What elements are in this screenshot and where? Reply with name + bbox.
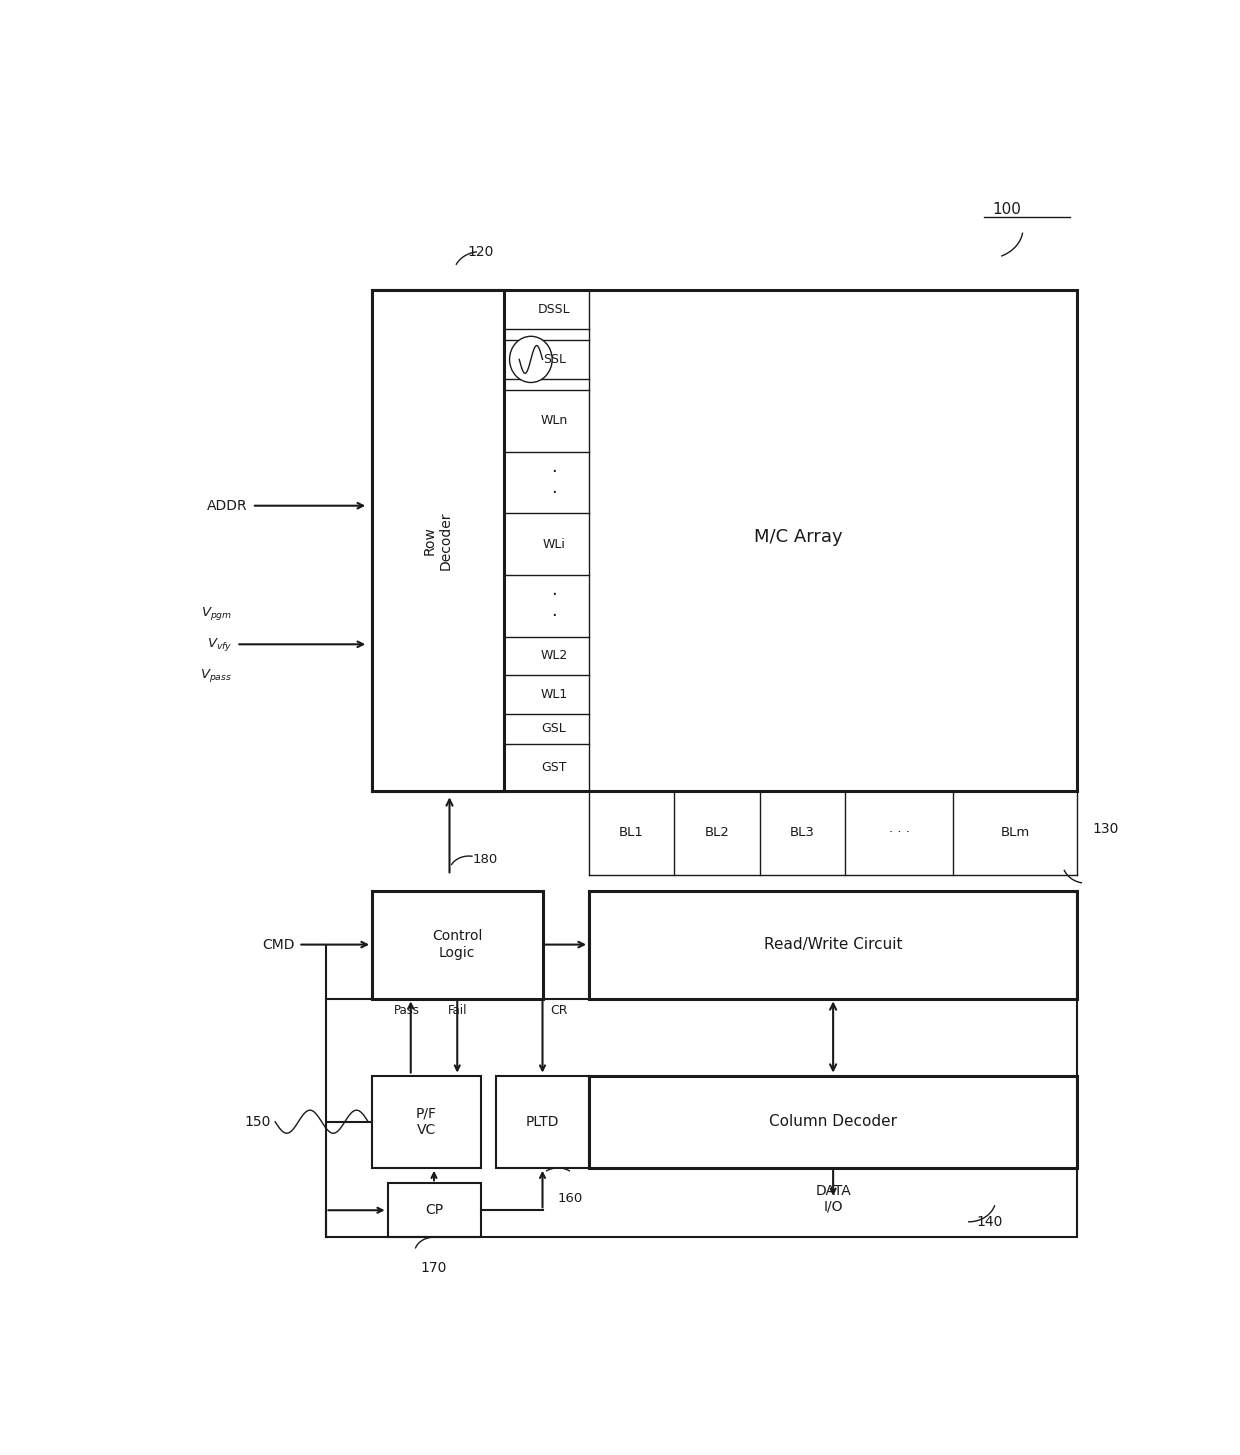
Text: 160: 160 [558, 1192, 583, 1205]
Text: GSL: GSL [542, 723, 567, 735]
Text: 120: 120 [467, 244, 494, 259]
Text: Read/Write Circuit: Read/Write Circuit [764, 937, 903, 952]
Text: WL2: WL2 [541, 649, 568, 662]
Text: DATA
I/O: DATA I/O [815, 1183, 851, 1213]
Text: DSSL: DSSL [538, 303, 570, 316]
Bar [589, 1075, 1078, 1168]
Bar [372, 1075, 481, 1168]
Text: $V_{pgm}$: $V_{pgm}$ [201, 605, 233, 621]
Text: BLm: BLm [1001, 826, 1030, 840]
Text: 130: 130 [1092, 822, 1120, 837]
Text: · · ·: · · · [889, 826, 909, 840]
Text: CP: CP [425, 1203, 443, 1218]
Text: 140: 140 [977, 1215, 1003, 1229]
Text: P/F
VC: P/F VC [415, 1107, 436, 1136]
Ellipse shape [510, 336, 552, 383]
Bar [496, 1075, 589, 1168]
Bar [589, 890, 1078, 998]
Text: GST: GST [542, 761, 567, 774]
Text: PLTD: PLTD [526, 1115, 559, 1129]
Text: CMD: CMD [262, 937, 295, 952]
Text: WLn: WLn [541, 415, 568, 428]
Text: $V_{vfy}$: $V_{vfy}$ [207, 636, 233, 653]
Bar [372, 890, 543, 998]
Text: SSL: SSL [543, 354, 565, 365]
Text: Row
Decoder: Row Decoder [423, 511, 453, 569]
Text: BL2: BL2 [704, 826, 729, 840]
Text: ·
·: · · [552, 463, 557, 502]
Text: $V_{pass}$: $V_{pass}$ [201, 666, 233, 684]
Text: M/C Array: M/C Array [754, 528, 842, 546]
Bar [372, 290, 1078, 790]
Text: ·
·: · · [552, 586, 557, 626]
Text: 170: 170 [420, 1261, 448, 1275]
Bar [387, 1183, 481, 1237]
Text: WL1: WL1 [541, 688, 568, 701]
Text: 150: 150 [244, 1115, 272, 1129]
Text: 180: 180 [472, 854, 498, 866]
Text: 100: 100 [992, 202, 1021, 217]
Text: BL3: BL3 [790, 826, 815, 840]
Text: WLi: WLi [543, 538, 565, 550]
Bar [372, 290, 503, 790]
Text: Pass: Pass [394, 1004, 420, 1017]
Text: CR: CR [551, 1004, 568, 1017]
Text: Column Decoder: Column Decoder [769, 1115, 897, 1129]
Text: Fail: Fail [448, 1004, 467, 1017]
Text: Control
Logic: Control Logic [432, 930, 482, 960]
Text: ADDR: ADDR [207, 499, 248, 512]
Text: BL1: BL1 [619, 826, 644, 840]
